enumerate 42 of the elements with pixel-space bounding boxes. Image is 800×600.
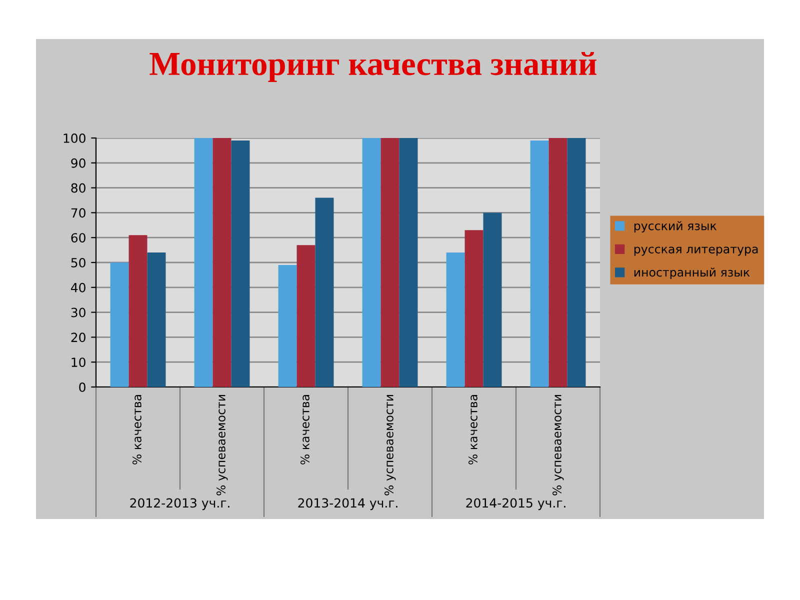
- chart-title: Мониторинг качества знаний: [150, 52, 596, 82]
- y-tick-label: 0: [79, 382, 86, 392]
- bar: [147, 252, 166, 387]
- x-tick-label: % качества: [468, 395, 478, 464]
- bar: [110, 262, 129, 387]
- bar: [548, 138, 568, 387]
- bar: [464, 230, 484, 387]
- bar: [399, 138, 418, 387]
- bar: [315, 198, 334, 387]
- x-tick-label: % успеваемости: [216, 395, 228, 496]
- y-tick-label: 100: [64, 133, 86, 143]
- text: 2013-2014 уч.г.: [298, 498, 398, 510]
- y-tick-label: 80: [71, 183, 86, 193]
- x-tick-label: % успеваемости: [384, 395, 396, 496]
- bar: [278, 264, 297, 387]
- bar: [296, 245, 316, 387]
- legend-label: русский язык: [634, 221, 716, 233]
- legend-label: русская литература: [634, 246, 758, 256]
- bar: [380, 138, 400, 387]
- y-tick-label: 20: [71, 332, 86, 342]
- y-tick-label: 70: [71, 208, 86, 218]
- y-tick-label: 50: [71, 258, 86, 268]
- bar: [128, 235, 148, 387]
- y-tick-label: 40: [70, 282, 86, 292]
- x-tick-label: % качества: [300, 395, 310, 464]
- y-tick-label: 10: [72, 358, 86, 368]
- y-tick-label: 60: [71, 233, 86, 243]
- bar: [530, 140, 549, 387]
- bar: [446, 252, 465, 387]
- bar: [483, 212, 502, 387]
- bar: [567, 138, 586, 387]
- bar: [194, 138, 213, 387]
- y-tick-label: 90: [71, 158, 86, 168]
- text: 2012-2013 уч.г.: [130, 498, 230, 510]
- bar: [362, 138, 381, 387]
- y-tick-label: 30: [71, 308, 86, 318]
- legend-label: иностранный язык: [634, 268, 750, 279]
- text: 2014-2015 уч.г.: [466, 498, 566, 510]
- bar: [212, 138, 232, 387]
- x-tick-label: % успеваемости: [552, 395, 564, 496]
- x-tick-label: % качества: [132, 395, 142, 464]
- bar: [231, 140, 250, 387]
